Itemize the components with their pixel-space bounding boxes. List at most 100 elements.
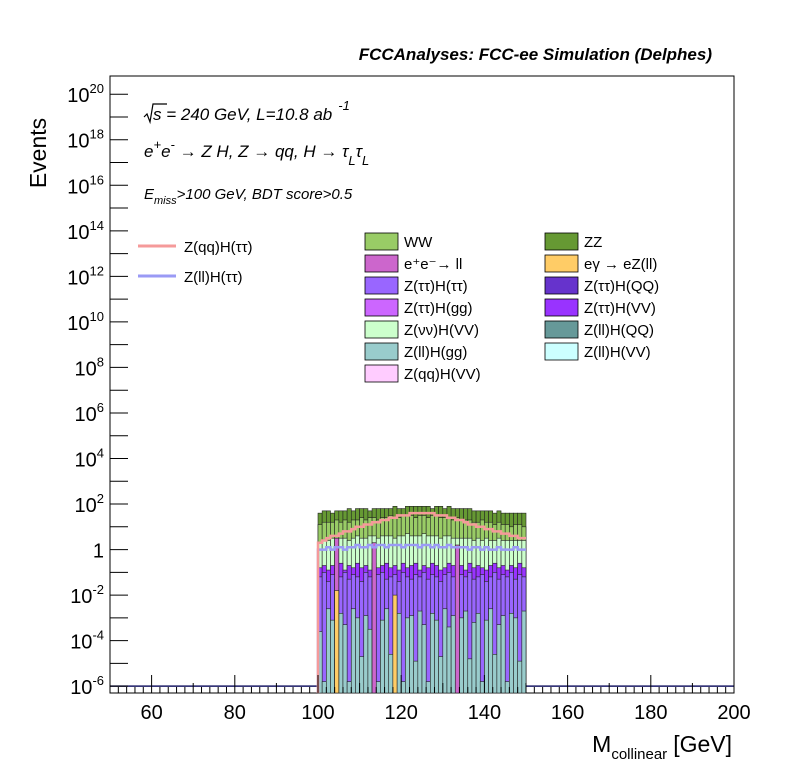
zll-gg-bin	[388, 653, 394, 694]
ztautau-tautau-bin	[400, 572, 406, 694]
zll-gg-bin	[430, 613, 435, 694]
legend-line-label: Z(qq)H(ττ)	[184, 239, 253, 256]
legend-fill-swatch	[364, 298, 399, 317]
legend-fill-swatch	[544, 342, 579, 361]
legend-fill-swatch	[364, 254, 399, 273]
zll-gg-bin	[484, 619, 489, 694]
x-tick-label: 60	[140, 702, 162, 724]
y-tick-label: 1012	[67, 263, 104, 289]
y-tick-label: 1020	[67, 81, 104, 107]
zll-gg-bin	[509, 613, 514, 694]
zll-gg-bin	[438, 656, 444, 694]
zll-gg-bin	[400, 681, 406, 694]
legend-fill-label: Z(νν)H(VV)	[404, 322, 479, 339]
legend-fill-label: Z(ττ)H(VV)	[584, 300, 656, 317]
annotation-energy: s = 240 GeV, L=10.8 ab -1	[153, 98, 350, 124]
zll-gg-bin	[517, 660, 523, 694]
zll-gg-bin	[346, 681, 352, 694]
y-tick-label: 108	[75, 354, 104, 380]
annotations: s = 240 GeV, L=10.8 ab -1 e+e- → Z H, Z →…	[143, 98, 369, 207]
y-axis: 10-6 10-4 10-2 1 102 104 106 108 1010 1012 1014 101…	[67, 81, 128, 699]
x-tick-label: 200	[717, 702, 750, 724]
zll-gg-bin	[434, 619, 439, 694]
zll-gg-bin	[446, 626, 452, 694]
legend-fill-label: Z(ττ)H(ττ)	[404, 278, 468, 295]
x-tick-label: 160	[551, 702, 584, 724]
legend-fill-label: Z(ll)H(gg)	[404, 344, 467, 361]
zll-gg-bin	[405, 617, 410, 694]
legend-fill-label: Z(ll)H(QQ)	[584, 322, 654, 339]
legend-fill-label: Z(ττ)H(gg)	[404, 300, 473, 317]
x-axis-label-unit: [GeV]	[673, 731, 732, 757]
x-tick-label: 120	[385, 702, 418, 724]
zll-gg-bin	[421, 624, 427, 694]
sqrt-symbol	[143, 103, 167, 125]
zll-gg-bin	[375, 681, 381, 694]
x-axis-label-sub: collinear	[611, 746, 667, 763]
ztautau-tautau-bin	[479, 574, 485, 694]
legend-fill-swatch	[364, 276, 399, 295]
legend-fill-label: Z(ll)H(VV)	[584, 344, 651, 361]
legend-fill-swatch	[364, 342, 399, 361]
zll-gg-bin	[321, 681, 327, 694]
zll-gg-bin	[513, 617, 518, 694]
zll-gg-bin	[363, 615, 369, 694]
zll-gg-bin	[442, 608, 448, 694]
legend-fill-label: Z(qq)H(VV)	[404, 366, 481, 383]
zll-gg-bin	[425, 681, 431, 694]
ztautau-tautau-bin	[504, 576, 510, 694]
line-zll-htautau	[316, 543, 526, 693]
y-tick-label: 102	[75, 491, 104, 517]
y-tick-label: 1016	[67, 172, 104, 198]
legend-fill-swatch	[544, 254, 579, 273]
annotation-process: e+e- → Z H, Z → qq, H → τLτL	[144, 137, 369, 168]
zll-gg-bin	[492, 653, 498, 694]
y-tick-label: 1010	[67, 309, 104, 335]
zll-gg-bin	[479, 681, 485, 694]
legend-fill-label: e⁺e⁻→ ll	[404, 256, 462, 273]
x-axis: 60 80 100 120 140 160 180 200	[109, 675, 751, 724]
y-tick-label: 10-2	[70, 582, 104, 608]
y-tick-label: 10-4	[70, 628, 104, 654]
y-tick-label: 1	[93, 541, 104, 563]
spike-bin	[454, 544, 460, 694]
line-zqq-htautau	[316, 511, 526, 693]
legend-fill-swatch	[364, 320, 399, 339]
ztautau-tautau-bin	[346, 578, 352, 694]
zll-gg-bin	[380, 619, 385, 694]
zll-gg-bin	[359, 656, 365, 694]
legend-fill-swatch	[544, 232, 579, 251]
x-axis-label: Mcollinear [GeV]	[592, 731, 732, 763]
y-tick-label: 10-6	[70, 673, 104, 699]
y-tick-label: 1014	[67, 218, 104, 244]
legend-fill-swatch	[364, 232, 399, 251]
ztautau-tautau-bin	[321, 572, 327, 694]
spike-bin	[392, 594, 398, 694]
x-tick-label: 180	[634, 702, 667, 724]
zll-gg-bin	[488, 608, 494, 694]
zll-gg-bin	[330, 619, 335, 694]
zll-gg-bin	[459, 617, 464, 694]
ztautau-tautau-bin	[425, 578, 431, 694]
zll-gg-bin	[355, 617, 360, 694]
legend-fill-label: eγ → eZ(ll)	[584, 256, 657, 273]
x-tick-label: 80	[224, 702, 246, 724]
y-tick-label: 104	[75, 445, 104, 471]
zll-gg-bin	[367, 628, 373, 694]
zll-gg-bin	[471, 622, 477, 694]
chart-title: FCCAnalyses: FCC-ee Simulation (Delphes)	[359, 45, 713, 64]
y-axis-label: Events	[25, 118, 51, 188]
legend-fill-label: WW	[404, 234, 433, 251]
zll-gg-bin	[521, 610, 527, 694]
legend-fill-swatch	[544, 298, 579, 317]
x-tick-label: 100	[301, 702, 334, 724]
zll-gg-bin	[396, 613, 402, 694]
zll-gg-bin	[504, 681, 510, 694]
legend-fill-label: ZZ	[584, 234, 602, 251]
ztautau-tautau-bin	[375, 574, 381, 694]
zll-gg-bin	[326, 608, 331, 694]
zll-gg-bin	[350, 608, 356, 694]
zll-gg-bin	[500, 615, 506, 694]
zll-gg-bin	[409, 615, 414, 694]
legend: Z(qq)H(ττ) Z(ll)H(ττ) WW ZZ e⁺e⁻→ ll eγ → eZ(…	[138, 232, 659, 383]
